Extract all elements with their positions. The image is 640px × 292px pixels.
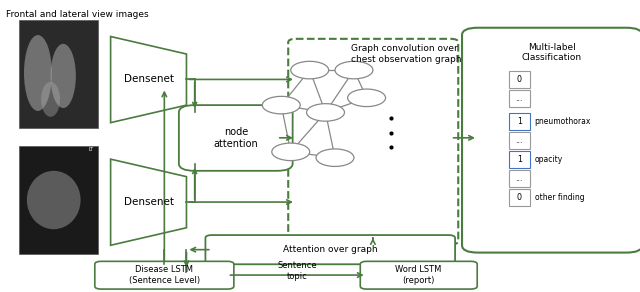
Text: 1: 1: [516, 117, 522, 126]
Text: 0: 0: [516, 75, 522, 84]
Circle shape: [262, 96, 300, 114]
Text: ...: ...: [515, 94, 523, 102]
Text: Densenet: Densenet: [124, 197, 173, 207]
Ellipse shape: [24, 35, 52, 111]
Text: Densenet: Densenet: [124, 74, 173, 84]
Text: Sentence
topic: Sentence topic: [277, 261, 317, 281]
Bar: [509, 170, 530, 187]
Bar: [509, 90, 530, 107]
Circle shape: [291, 61, 329, 79]
Circle shape: [348, 89, 385, 107]
FancyBboxPatch shape: [205, 235, 455, 264]
Circle shape: [307, 104, 344, 121]
Bar: [19, 146, 98, 254]
Text: LT: LT: [88, 147, 93, 152]
Text: pneumothorax: pneumothorax: [535, 117, 591, 126]
Bar: [509, 151, 530, 168]
Text: opacity: opacity: [535, 155, 563, 164]
Text: Disease LSTM
(Sentence Level): Disease LSTM (Sentence Level): [129, 265, 200, 285]
Text: other finding: other finding: [535, 193, 584, 202]
Ellipse shape: [27, 171, 81, 229]
Ellipse shape: [41, 82, 60, 117]
Text: 0: 0: [516, 193, 522, 202]
Bar: [509, 71, 530, 88]
Text: Word LSTM
(report): Word LSTM (report): [396, 265, 442, 285]
Text: Attention over graph: Attention over graph: [283, 245, 377, 254]
Text: ...: ...: [515, 174, 523, 183]
Text: Frontal and lateral view images: Frontal and lateral view images: [6, 10, 149, 19]
Bar: [509, 113, 530, 130]
Ellipse shape: [51, 44, 76, 108]
Text: node
attention: node attention: [213, 127, 258, 149]
Bar: [19, 20, 98, 128]
Text: Multi-label
Classification: Multi-label Classification: [522, 43, 582, 62]
Text: ...: ...: [515, 136, 523, 145]
Text: Graph convolution over
chest observation graph: Graph convolution over chest observation…: [351, 44, 461, 64]
Circle shape: [335, 61, 373, 79]
FancyBboxPatch shape: [360, 261, 477, 289]
FancyBboxPatch shape: [179, 105, 292, 171]
Circle shape: [272, 143, 310, 161]
Bar: [509, 132, 530, 149]
FancyBboxPatch shape: [288, 39, 458, 244]
Bar: [509, 189, 530, 206]
Circle shape: [316, 149, 354, 166]
Text: 1: 1: [516, 155, 522, 164]
FancyBboxPatch shape: [95, 261, 234, 289]
FancyBboxPatch shape: [462, 28, 640, 253]
